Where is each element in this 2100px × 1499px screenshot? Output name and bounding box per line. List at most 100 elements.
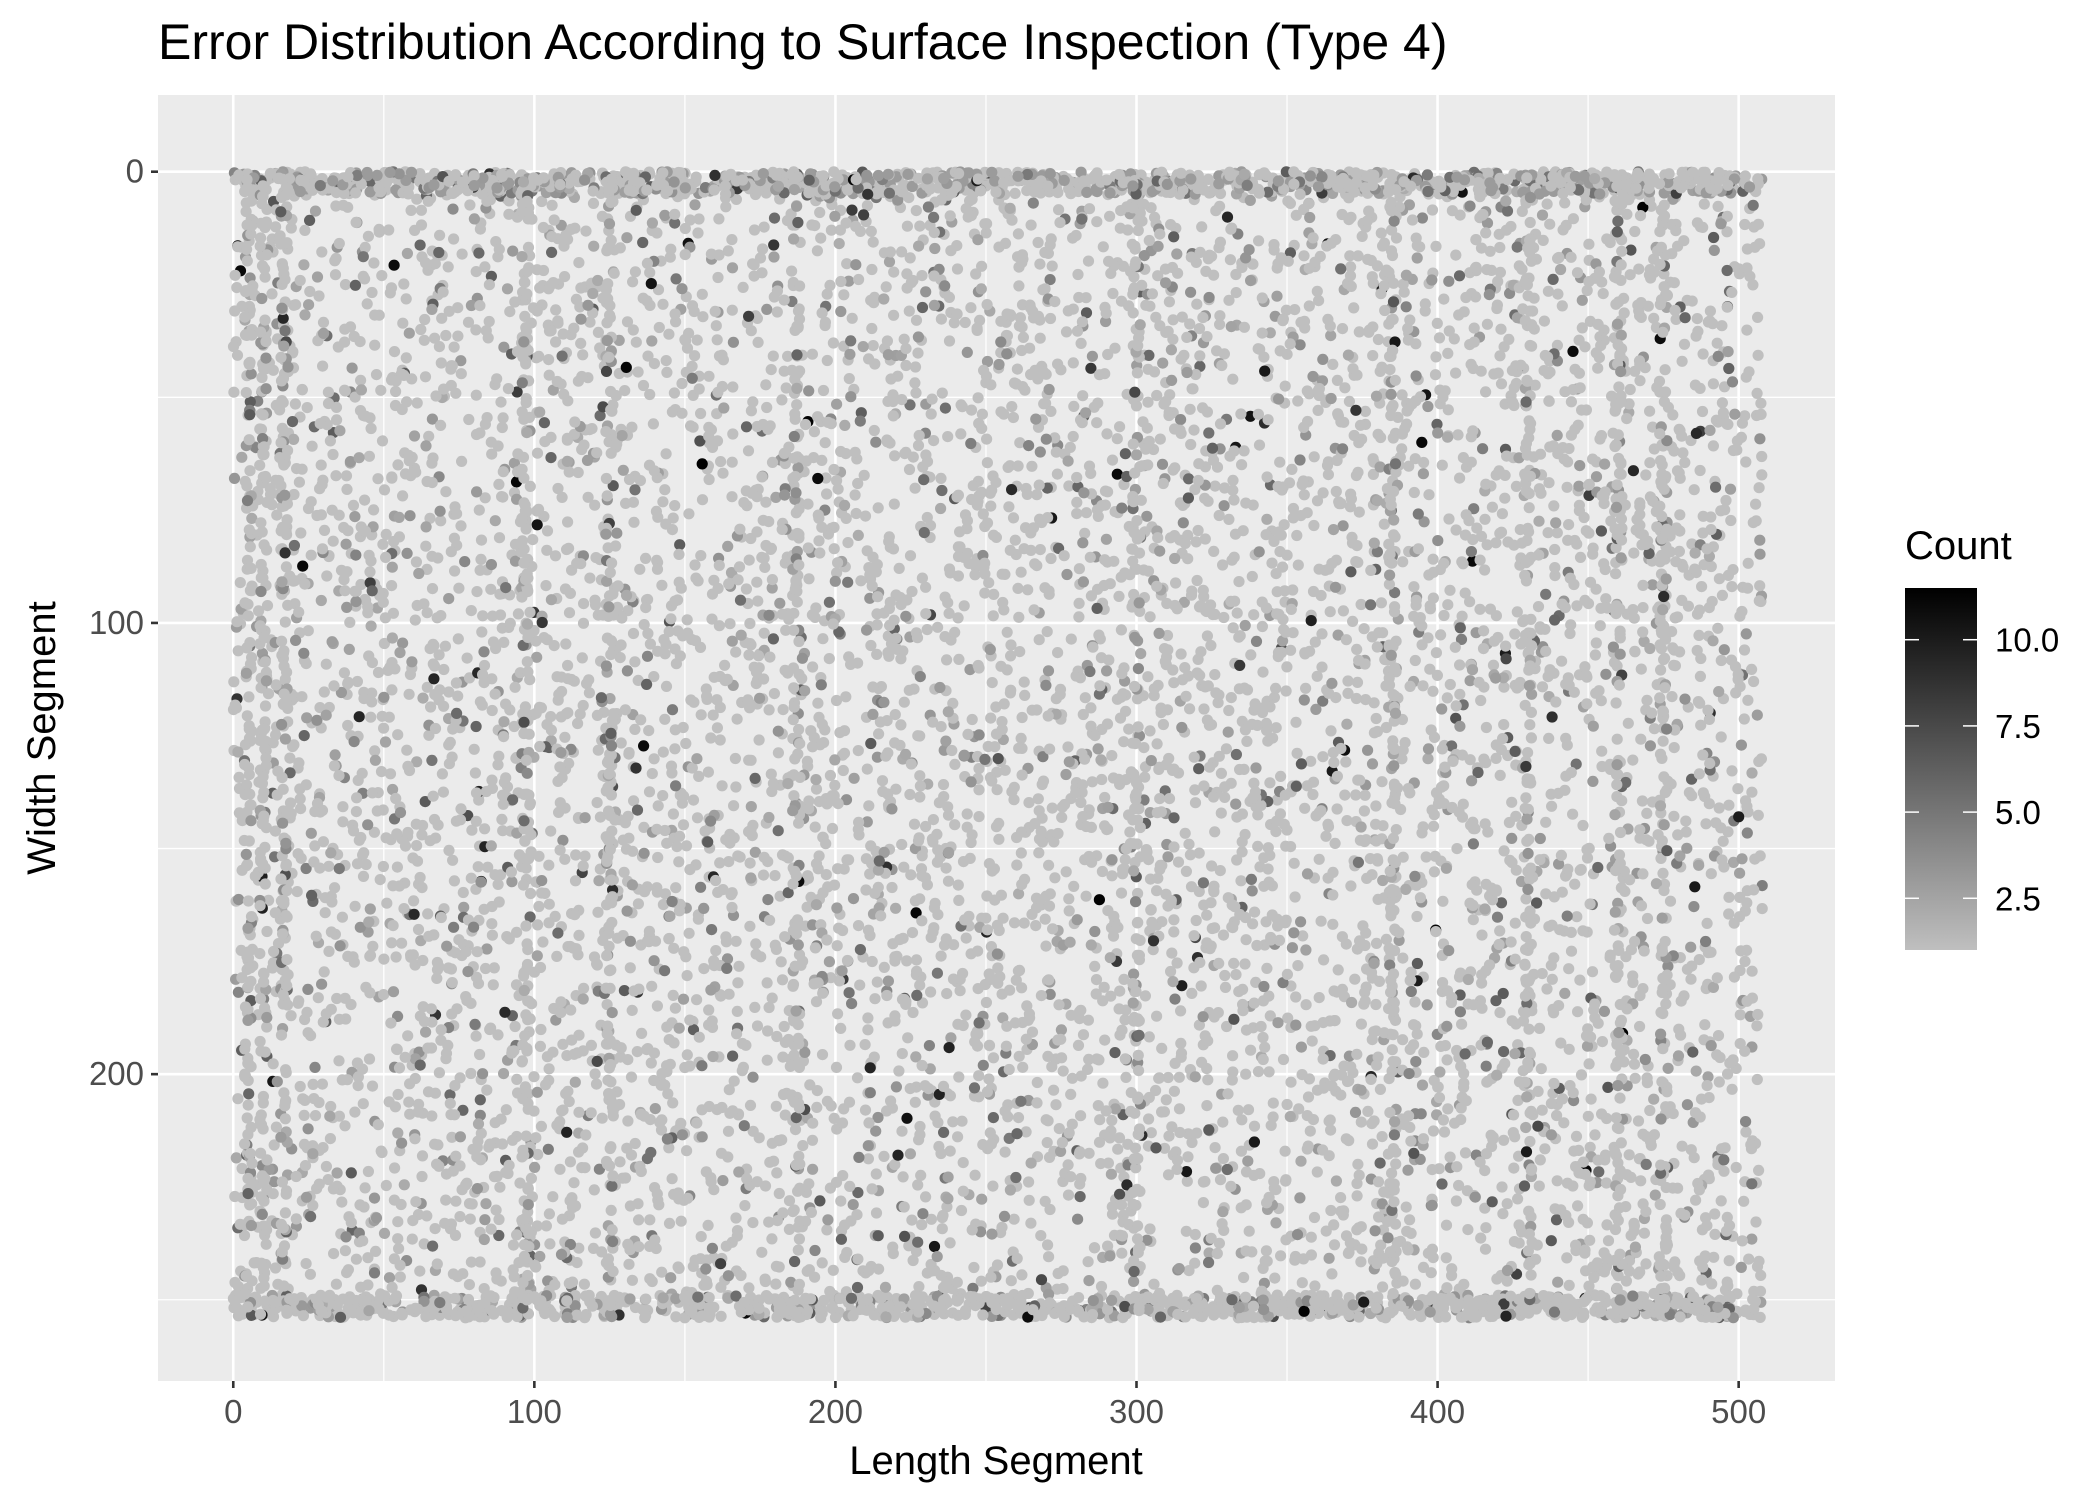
data-point: [493, 1229, 505, 1242]
data-point: [1396, 389, 1408, 401]
data-point: [1565, 926, 1577, 939]
data-point: [1068, 400, 1080, 412]
data-point: [1370, 998, 1382, 1011]
data-point: [912, 347, 924, 359]
data-point: [1266, 909, 1278, 921]
data-point: [731, 713, 743, 725]
data-point: [492, 759, 504, 771]
data-point: [1428, 809, 1440, 821]
data-point: [1308, 451, 1320, 463]
data-point: [550, 336, 562, 348]
data-point: [301, 402, 313, 414]
data-point: [1192, 524, 1204, 537]
data-point: [1292, 960, 1304, 972]
data-point: [1018, 917, 1030, 929]
data-point: [269, 1262, 282, 1274]
data-point: [440, 329, 452, 342]
data-point: [1208, 884, 1220, 896]
data-point: [840, 512, 852, 525]
data-point: [1161, 629, 1174, 642]
data-point: [506, 876, 518, 888]
data-point: [535, 1023, 547, 1036]
data-point: [1091, 417, 1103, 429]
data-point: [421, 607, 433, 619]
data-point: [545, 711, 557, 723]
data-point: [1165, 344, 1177, 356]
data-point: [480, 962, 492, 975]
data-point: [443, 593, 455, 605]
data-point: [1629, 645, 1641, 657]
data-point: [1139, 990, 1151, 1002]
data-point: [359, 1182, 371, 1194]
data-point: [1709, 1208, 1721, 1220]
data-point: [1042, 1239, 1054, 1251]
data-point: [485, 436, 497, 448]
data-point: [1646, 579, 1659, 591]
data-point: [369, 309, 381, 321]
data-point: [447, 854, 459, 866]
data-point: [823, 653, 835, 665]
data-point: [954, 526, 966, 538]
data-point: [1648, 1129, 1660, 1141]
data-point: [1375, 597, 1387, 609]
data-point: [726, 456, 738, 468]
data-point: [935, 502, 947, 515]
data-point: [1481, 318, 1493, 330]
data-point: [398, 903, 410, 915]
data-point: [1172, 856, 1185, 868]
data-point: [1204, 761, 1216, 773]
data-point: [1178, 596, 1190, 608]
data-point: [334, 425, 346, 437]
data-point: [1746, 786, 1758, 798]
data-point: [228, 472, 241, 484]
data-point: [1644, 457, 1656, 469]
data-point: [1137, 416, 1149, 428]
data-point: [1201, 331, 1213, 343]
data-point: [1563, 963, 1575, 975]
data-point: [703, 1004, 715, 1016]
data-point: [465, 1067, 477, 1080]
data-point: [1709, 1228, 1721, 1240]
data-point: [1281, 1098, 1293, 1111]
data-point: [1175, 353, 1187, 365]
data-point: [985, 500, 997, 512]
data-point: [936, 1223, 948, 1235]
data-point: [760, 496, 772, 508]
data-point: [1409, 654, 1421, 667]
data-point: [570, 293, 583, 305]
data-point: [357, 870, 370, 883]
data-point: [1222, 1088, 1234, 1100]
data-point: [392, 729, 404, 741]
data-point: [397, 317, 409, 329]
data-point: [744, 1099, 757, 1111]
data-point: [1405, 985, 1417, 998]
data-point: [885, 373, 897, 385]
data-point: [957, 1157, 969, 1169]
data-point: [1030, 892, 1043, 904]
data-point: [536, 875, 548, 887]
data-point: [411, 840, 423, 852]
data-point: [1040, 433, 1052, 445]
data-point: [1754, 534, 1766, 546]
data-point: [1340, 756, 1352, 768]
data-point: [768, 212, 781, 224]
data-point: [701, 1279, 713, 1291]
data-point: [469, 767, 481, 779]
data-point: [1217, 1116, 1229, 1128]
data-point: [1712, 350, 1724, 362]
data-point: [865, 225, 877, 237]
data-point: [939, 280, 951, 292]
data-point: [1195, 980, 1207, 992]
data-point: [1301, 507, 1313, 519]
data-point: [1148, 366, 1161, 378]
data-point: [1328, 985, 1340, 997]
data-point: [914, 770, 926, 782]
data-point: [1080, 890, 1092, 902]
data-point: [1456, 1091, 1468, 1103]
data-point: [1027, 197, 1039, 209]
data-point: [1043, 974, 1055, 986]
data-point: [1209, 480, 1221, 492]
data-point: [1468, 503, 1480, 515]
data-point: [1654, 1198, 1666, 1211]
data-point: [727, 428, 739, 440]
